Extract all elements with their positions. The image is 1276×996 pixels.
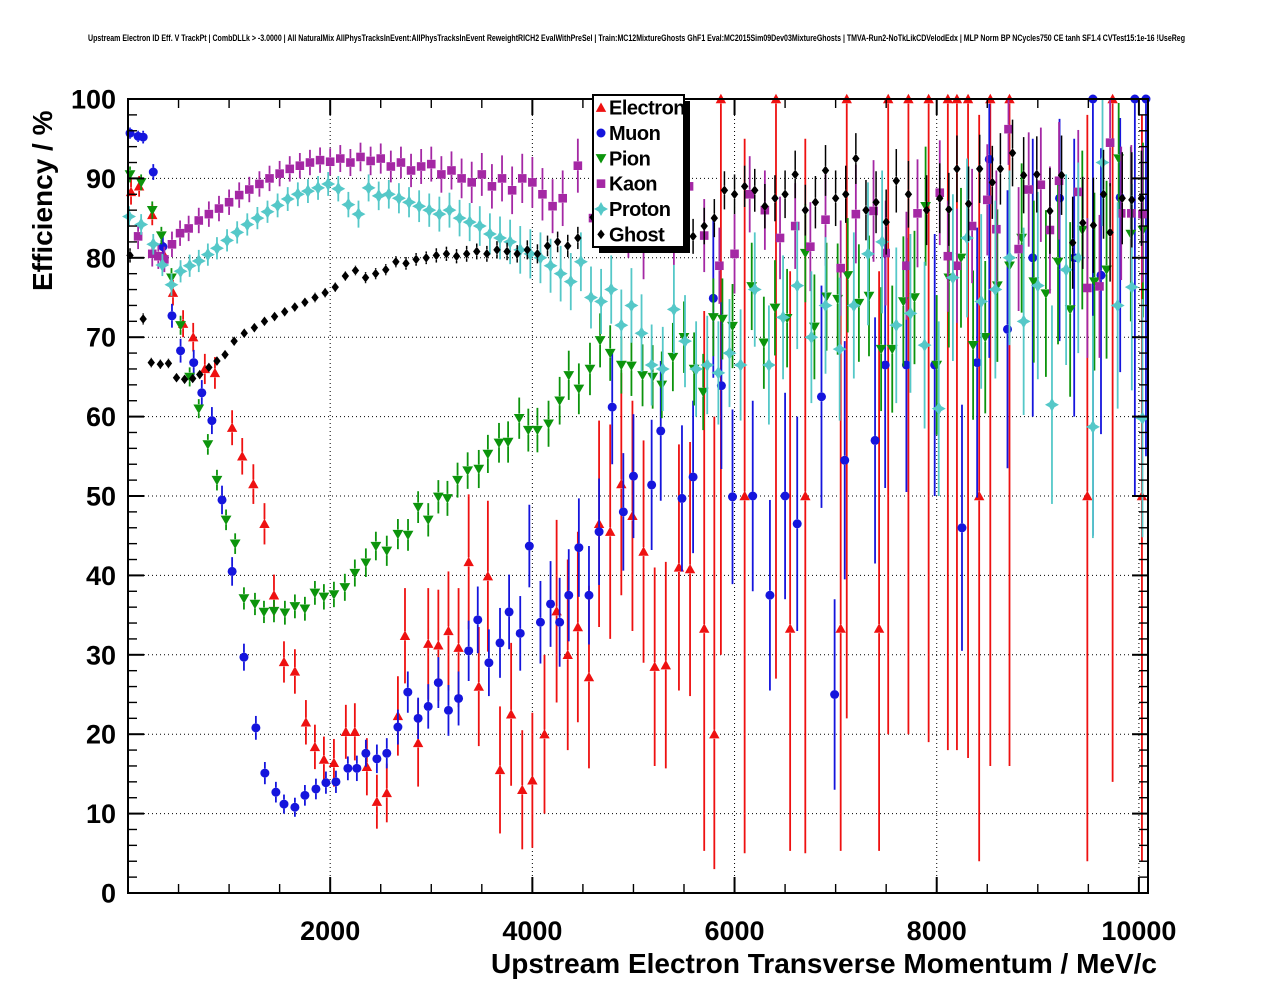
y-tick-label: 20 bbox=[86, 720, 116, 750]
x-tick-label: 4000 bbox=[502, 916, 562, 946]
y-tick-label: 80 bbox=[86, 243, 116, 273]
x-axis-title: Upstream Electron Transverse Momentum / … bbox=[491, 948, 1157, 979]
x-tick-label: 6000 bbox=[705, 916, 765, 946]
legend-label: Kaon bbox=[609, 174, 657, 196]
series-ghost bbox=[126, 119, 1146, 385]
y-tick-label: 100 bbox=[71, 85, 116, 115]
legend-entry-proton: Proton bbox=[594, 199, 671, 221]
y-tick-label: 60 bbox=[86, 402, 116, 432]
tick-labels: 0 10 20 30 40 50 60 70 80 90 100 2000 4000 6000 8000 10… bbox=[71, 85, 1177, 947]
y-tick-label: 0 bbox=[101, 879, 116, 909]
series-proton bbox=[122, 99, 1150, 539]
legend-entry-muon: Muon bbox=[596, 123, 661, 145]
legend-label: Pion bbox=[609, 148, 650, 170]
legend-label: Ghost bbox=[609, 224, 665, 246]
legend-entry-kaon: Kaon bbox=[596, 174, 658, 196]
legend-label: Muon bbox=[609, 123, 660, 145]
x-tick-label: 2000 bbox=[300, 916, 360, 946]
y-tick-label: 10 bbox=[86, 799, 116, 829]
plot-title: Upstream Electron ID Eff. V TrackPt | Co… bbox=[88, 33, 1185, 43]
data-series bbox=[122, 93, 1151, 870]
legend-entry-electron: Electron bbox=[595, 98, 686, 120]
legend-label: Proton bbox=[609, 199, 670, 221]
y-tick-label: 90 bbox=[86, 164, 116, 194]
y-tick-label: 70 bbox=[86, 323, 116, 353]
legend-label: Electron bbox=[609, 98, 685, 120]
legend-entry-ghost: Ghost bbox=[597, 224, 666, 246]
x-tick-label: 10000 bbox=[1101, 916, 1176, 946]
legend-entry-pion: Pion bbox=[595, 148, 651, 170]
y-tick-label: 50 bbox=[86, 482, 116, 512]
legend: Electron Muon Pion Kaon Proton Ghost bbox=[592, 94, 690, 253]
y-axis-title: Efficiency / % bbox=[27, 110, 58, 291]
series-muon bbox=[125, 94, 1151, 817]
y-tick-label: 40 bbox=[86, 561, 116, 591]
legend-box bbox=[592, 94, 685, 248]
x-tick-label: 8000 bbox=[907, 916, 967, 946]
y-tick-label: 30 bbox=[86, 640, 116, 670]
